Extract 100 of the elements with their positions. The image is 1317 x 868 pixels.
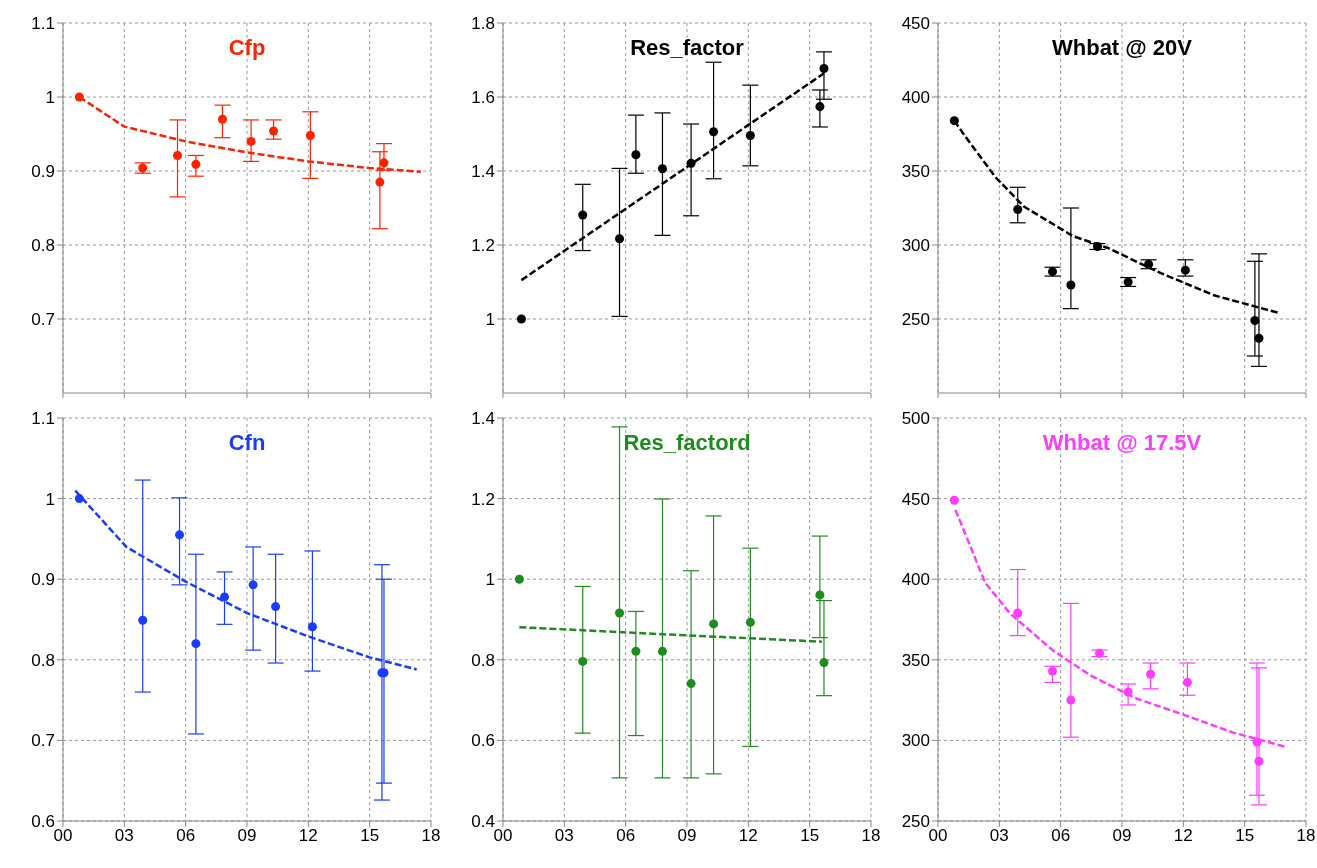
text: Cfn (227, 430, 267, 456)
point (657, 646, 667, 656)
x-tick-label: 06 (1051, 826, 1071, 846)
x-tick-label: 06 (616, 826, 636, 846)
x-tick-label: 03 (554, 826, 574, 846)
x-tick-label: 00 (928, 826, 948, 846)
point (1013, 204, 1023, 214)
point (815, 102, 825, 112)
y-tick-label: 1 (45, 489, 55, 509)
y-tick-label: 250 (901, 310, 930, 330)
y-tick-label: 350 (901, 650, 930, 670)
x-tick-label: 12 (738, 826, 758, 846)
point (172, 150, 182, 160)
point (949, 495, 959, 505)
x-tick-label: 15 (360, 826, 380, 846)
point (615, 608, 625, 618)
x-tick-label: 03 (989, 826, 1009, 846)
y-tick-label: 0.6 (471, 731, 495, 751)
point (175, 530, 185, 540)
y-tick-label: 1 (485, 310, 495, 330)
point (191, 639, 201, 649)
y-tick-label: 1 (485, 570, 495, 590)
point (248, 580, 258, 590)
y-tick-label: 1.4 (471, 162, 495, 182)
y-tick-label: 500 (901, 409, 930, 429)
point (657, 164, 667, 174)
point (217, 114, 227, 124)
x-tick-label: 15 (800, 826, 820, 846)
x-tick-label: 09 (677, 826, 697, 846)
point (745, 617, 755, 627)
y-tick-label: 1.8 (471, 14, 495, 34)
point (1066, 280, 1076, 290)
point (578, 210, 588, 220)
y-tick-label: 1 (45, 88, 55, 108)
y-tick-label: 450 (901, 14, 930, 34)
point (815, 590, 825, 600)
point (631, 646, 641, 656)
point (1254, 756, 1264, 766)
point (1254, 333, 1264, 343)
y-tick-label: 300 (901, 236, 930, 256)
point (1146, 669, 1156, 679)
point (1047, 267, 1057, 277)
point (246, 136, 256, 146)
point (709, 127, 719, 137)
text: Whbat @ 20V (1051, 35, 1193, 61)
point (631, 150, 641, 160)
point (578, 656, 588, 666)
y-tick-label: 1.2 (471, 489, 495, 509)
point (138, 615, 148, 625)
point (745, 130, 755, 140)
point (709, 619, 719, 629)
x-tick-label: 09 (1112, 826, 1132, 846)
x-tick-label: 00 (53, 826, 73, 846)
y-tick-label: 450 (901, 489, 930, 509)
point (305, 130, 315, 140)
y-tick-label: 300 (901, 731, 930, 751)
point (686, 679, 696, 689)
y-tick-label: 0.6 (31, 812, 55, 832)
point (1123, 277, 1133, 287)
x-tick-label: 18 (861, 826, 881, 846)
point (307, 622, 317, 632)
y-tick-label: 0.7 (31, 731, 55, 751)
x-tick-label: 12 (298, 826, 318, 846)
x-tick-label: 06 (176, 826, 196, 846)
y-tick-label: 1.6 (471, 88, 495, 108)
x-tick-label: 15 (1235, 826, 1255, 846)
text: Res_factor (629, 35, 745, 61)
y-tick-label: 400 (901, 570, 930, 590)
point (271, 602, 281, 612)
y-tick-label: 0.4 (471, 812, 495, 832)
x-tick-label: 03 (114, 826, 134, 846)
point (516, 314, 526, 324)
y-tick-label: 0.9 (31, 570, 55, 590)
text: Res_factord (622, 430, 752, 456)
point (615, 234, 625, 244)
point (375, 177, 385, 187)
point (379, 158, 389, 168)
y-tick-label: 400 (901, 88, 930, 108)
x-tick-label: 18 (1296, 826, 1316, 846)
point (1066, 695, 1076, 705)
x-tick-label: 12 (1173, 826, 1193, 846)
y-tick-label: 350 (901, 162, 930, 182)
point (1095, 648, 1105, 658)
point (819, 658, 829, 668)
x-tick-label: 00 (493, 826, 513, 846)
point (1182, 677, 1192, 687)
y-tick-label: 0.7 (31, 310, 55, 330)
point (514, 574, 524, 584)
x-tick-label: 09 (237, 826, 257, 846)
point (1047, 666, 1057, 676)
y-tick-label: 0.8 (31, 650, 55, 670)
y-tick-label: 0.9 (31, 162, 55, 182)
point (1250, 315, 1260, 325)
y-tick-label: 250 (901, 812, 930, 832)
point (191, 159, 201, 169)
y-tick-label: 1.1 (31, 409, 55, 429)
x-tick-label: 18 (421, 826, 441, 846)
point (1180, 265, 1190, 275)
point (819, 64, 829, 74)
y-tick-label: 1.1 (31, 14, 55, 34)
